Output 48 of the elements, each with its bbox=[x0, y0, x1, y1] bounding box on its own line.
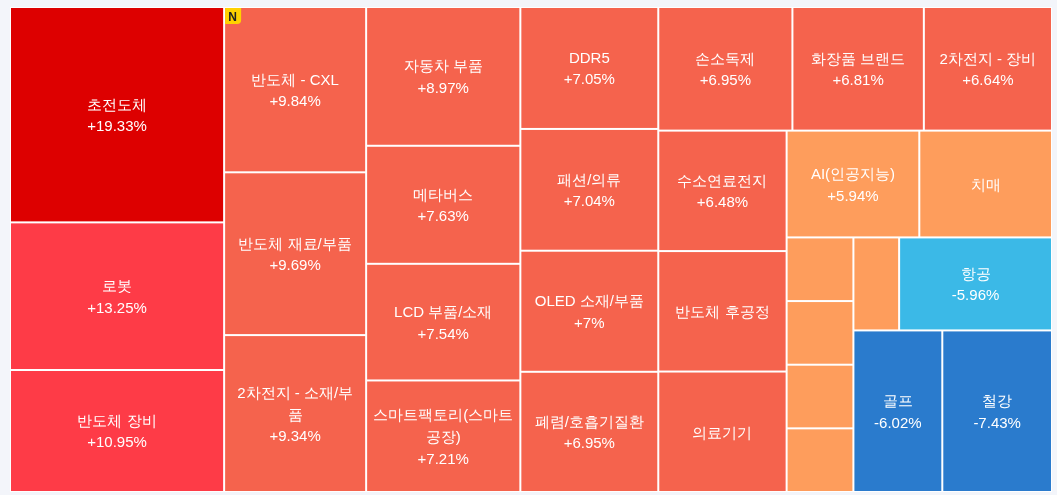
value-label: +8.97% bbox=[417, 78, 469, 96]
label: 철강 bbox=[982, 391, 1013, 409]
label: AI(인공지능) bbox=[810, 164, 896, 182]
label: 2차전지 - 소재/부품 bbox=[237, 383, 354, 423]
value-label: +19.33% bbox=[87, 117, 147, 135]
label: 수소연료전지 bbox=[677, 171, 768, 189]
value-label: +6.64% bbox=[962, 71, 1014, 89]
value-label: +6.95% bbox=[563, 434, 615, 452]
value-label: +7.54% bbox=[417, 324, 469, 342]
label: LCD 부품/소재 bbox=[394, 302, 493, 320]
value-label: -6.02% bbox=[874, 413, 922, 431]
label: 자동차 부품 bbox=[403, 56, 483, 74]
label: 반도체 재료/부품 bbox=[238, 234, 352, 252]
value-label: +6.48% bbox=[696, 193, 749, 211]
label: 메타버스 bbox=[413, 185, 474, 203]
label: 손소독제 bbox=[695, 49, 756, 67]
label: 2차전지 - 장비 bbox=[939, 49, 1037, 67]
label: 초전도체 bbox=[87, 95, 148, 113]
label: 항공 bbox=[960, 264, 991, 282]
value-label: +7.63% bbox=[417, 207, 469, 225]
label: 스마트팩토리(스마트공장) bbox=[373, 405, 514, 445]
label: 반도체 장비 bbox=[77, 411, 157, 429]
label: 로봇 bbox=[102, 276, 133, 294]
value-label: +10.95% bbox=[87, 433, 147, 451]
label: 반도체 후공정 bbox=[675, 302, 770, 320]
badge-text: N bbox=[228, 9, 237, 24]
value-label: +5.94% bbox=[827, 186, 879, 204]
label: DDR5 bbox=[568, 48, 610, 66]
label: 치매 bbox=[970, 175, 1001, 193]
label: 폐렴/호흡기질환 bbox=[534, 412, 644, 430]
label: OLED 소재/부품 bbox=[534, 291, 644, 309]
value-label: +13.25% bbox=[87, 298, 147, 316]
label: 반도체 - CXL bbox=[251, 70, 339, 88]
value-label: -7.43% bbox=[973, 413, 1021, 431]
value-label: +6.95% bbox=[699, 71, 751, 89]
label: 의료기기 bbox=[692, 423, 753, 441]
value-label: +9.34% bbox=[269, 427, 321, 445]
value-label: +9.84% bbox=[269, 92, 321, 110]
label: 화장품 브랜드 bbox=[811, 49, 906, 67]
value-label: +7.05% bbox=[563, 70, 615, 88]
value-label: -5.96% bbox=[951, 286, 1000, 304]
value-label: +7.04% bbox=[563, 192, 615, 210]
value-label: +9.69% bbox=[269, 256, 321, 274]
label: 골프 bbox=[882, 391, 913, 409]
label: 패션/의류 bbox=[557, 170, 622, 188]
value-label: +6.81% bbox=[832, 71, 884, 89]
value-label: +7% bbox=[574, 313, 605, 331]
value-label: +7.21% bbox=[417, 449, 469, 467]
